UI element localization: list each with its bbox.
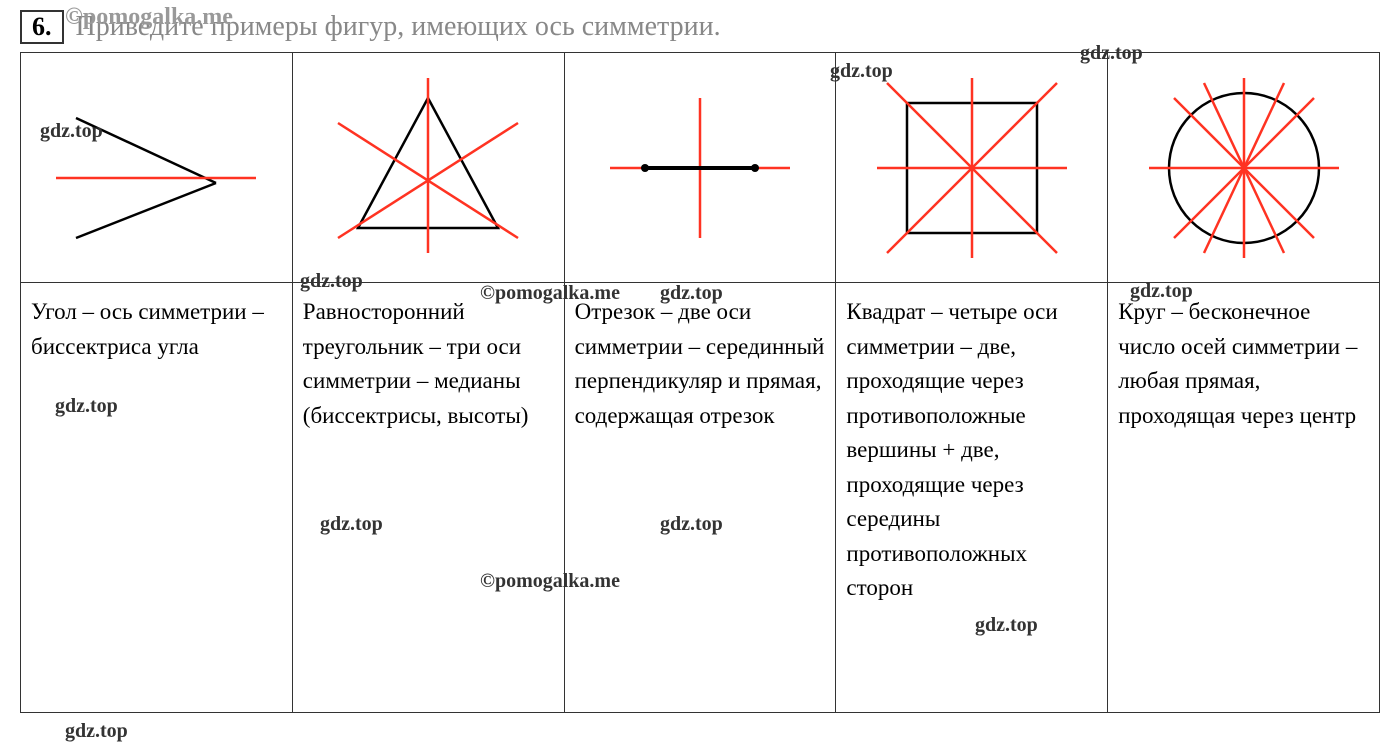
- symmetry-table: Угол – ось симметрии – биссектриса угла …: [20, 52, 1380, 713]
- question-number: 6.: [20, 10, 64, 44]
- desc-angle: Угол – ось симметрии – биссектриса угла: [21, 283, 293, 713]
- triangle-figure: [318, 68, 538, 268]
- figure-cell-segment: [564, 53, 836, 283]
- angle-figure: [46, 78, 266, 258]
- watermark-text: gdz.top: [65, 720, 128, 743]
- figure-cell-angle: [21, 53, 293, 283]
- figure-cell-square: [836, 53, 1108, 283]
- figure-cell-circle: [1108, 53, 1380, 283]
- segment-figure: [590, 78, 810, 258]
- desc-circle: Круг – бесконечное число осей симметрии …: [1108, 283, 1380, 713]
- description-row: Угол – ось симметрии – биссектриса угла …: [21, 283, 1380, 713]
- square-figure: [862, 68, 1082, 268]
- image-row: [21, 53, 1380, 283]
- desc-triangle: Равносторонний треугольник – три оси сим…: [292, 283, 564, 713]
- desc-square: Квадрат – четыре оси симметрии – две, пр…: [836, 283, 1108, 713]
- watermark-top: ©pomogalka.me: [65, 4, 233, 31]
- desc-segment: Отрезок – две оси симметрии – серединный…: [564, 283, 836, 713]
- circle-figure: [1134, 68, 1354, 268]
- figure-cell-triangle: [292, 53, 564, 283]
